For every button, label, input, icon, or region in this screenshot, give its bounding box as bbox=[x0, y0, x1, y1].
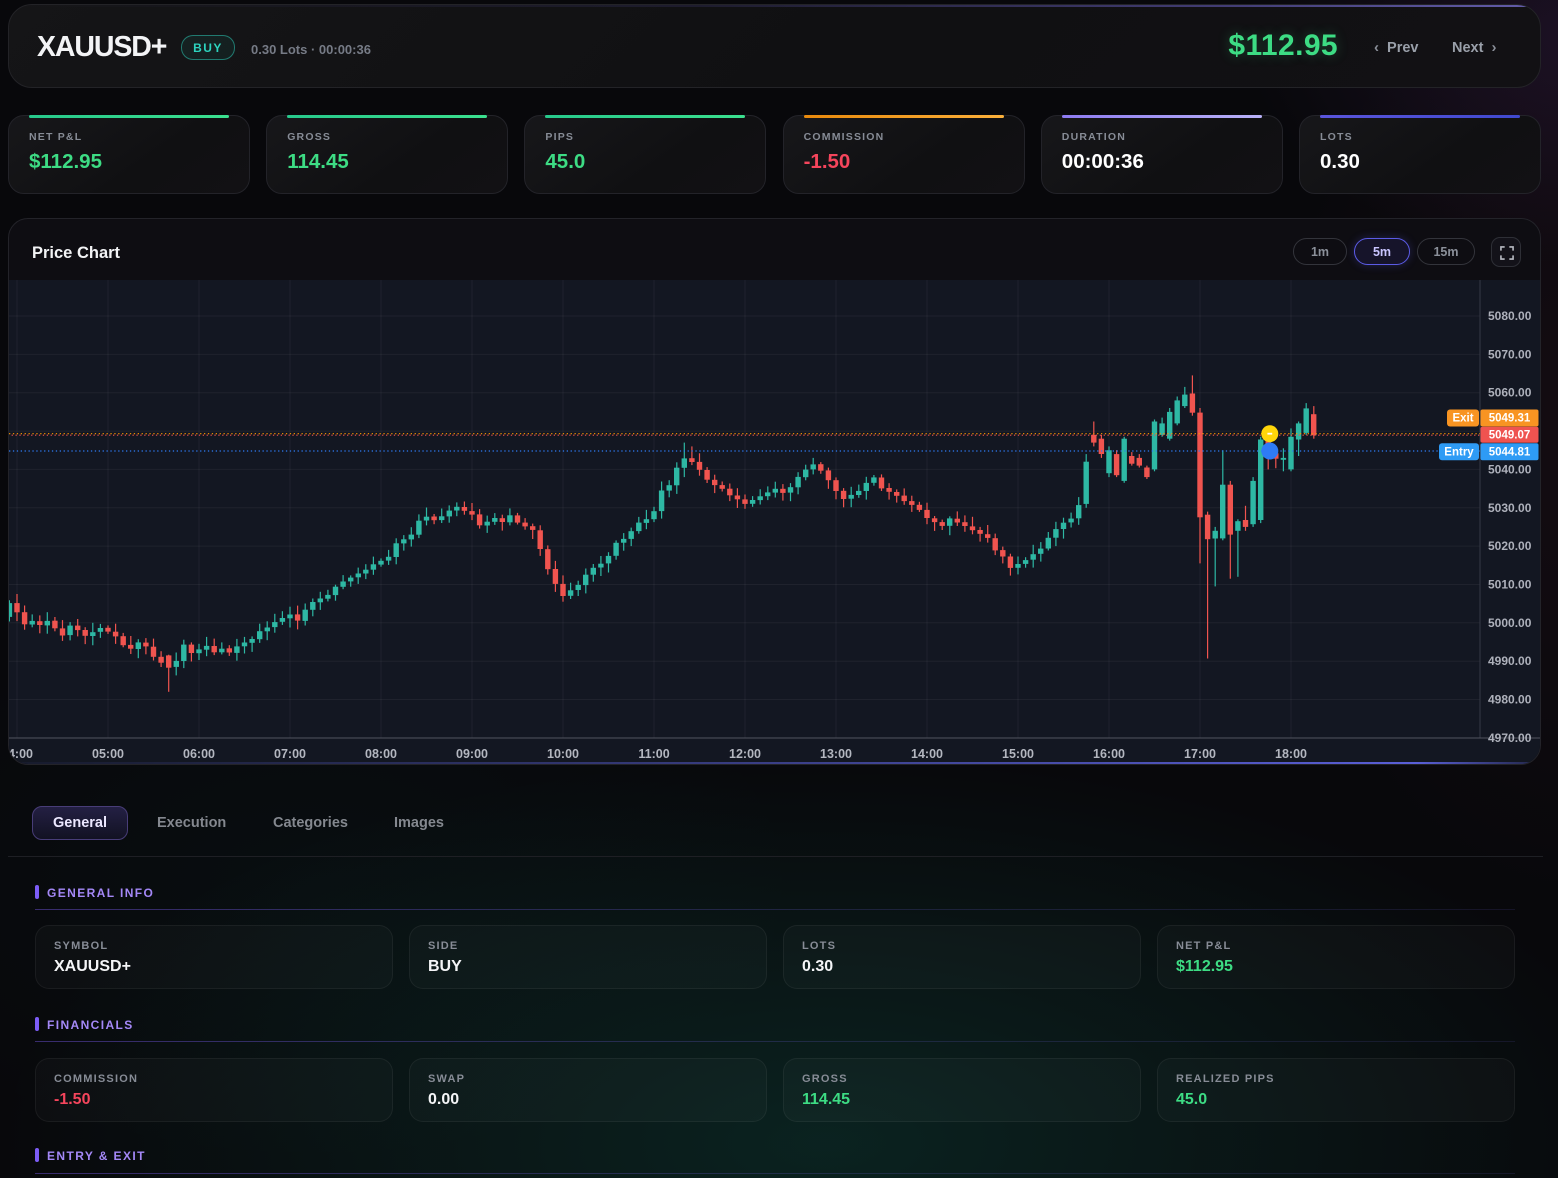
svg-text:5080.00: 5080.00 bbox=[1488, 309, 1532, 323]
svg-text:4990.00: 4990.00 bbox=[1488, 654, 1532, 668]
svg-text:5060.00: 5060.00 bbox=[1488, 386, 1532, 400]
svg-text:09:00: 09:00 bbox=[456, 747, 488, 761]
svg-text:06:00: 06:00 bbox=[183, 747, 215, 761]
svg-text:4970.00: 4970.00 bbox=[1488, 731, 1532, 745]
svg-text:5010.00: 5010.00 bbox=[1488, 578, 1532, 592]
svg-text:15:00: 15:00 bbox=[1002, 747, 1034, 761]
svg-text:Entry: Entry bbox=[1444, 446, 1474, 458]
svg-text:05:00: 05:00 bbox=[92, 747, 124, 761]
svg-text:16:00: 16:00 bbox=[1093, 747, 1125, 761]
svg-text:5040.00: 5040.00 bbox=[1488, 462, 1532, 476]
svg-text:14:00: 14:00 bbox=[911, 747, 943, 761]
svg-text:5044.81: 5044.81 bbox=[1489, 446, 1531, 458]
svg-text:Exit: Exit bbox=[1452, 413, 1473, 425]
svg-text:18:00: 18:00 bbox=[1275, 747, 1307, 761]
svg-text:5030.00: 5030.00 bbox=[1488, 501, 1532, 515]
svg-text:5049.31: 5049.31 bbox=[1489, 413, 1531, 425]
svg-text:17:00: 17:00 bbox=[1184, 747, 1216, 761]
svg-text:11:00: 11:00 bbox=[638, 747, 669, 761]
svg-text:5070.00: 5070.00 bbox=[1488, 347, 1532, 361]
svg-text:08:00: 08:00 bbox=[365, 747, 397, 761]
svg-text:04:00: 04:00 bbox=[9, 747, 33, 761]
svg-text:13:00: 13:00 bbox=[820, 747, 852, 761]
svg-text:07:00: 07:00 bbox=[274, 747, 306, 761]
svg-text:12:00: 12:00 bbox=[729, 747, 761, 761]
svg-text:5020.00: 5020.00 bbox=[1488, 539, 1532, 553]
svg-text:5000.00: 5000.00 bbox=[1488, 616, 1532, 630]
svg-text:5049.07: 5049.07 bbox=[1489, 429, 1531, 441]
svg-text:4980.00: 4980.00 bbox=[1488, 693, 1532, 707]
svg-text:10:00: 10:00 bbox=[547, 747, 579, 761]
